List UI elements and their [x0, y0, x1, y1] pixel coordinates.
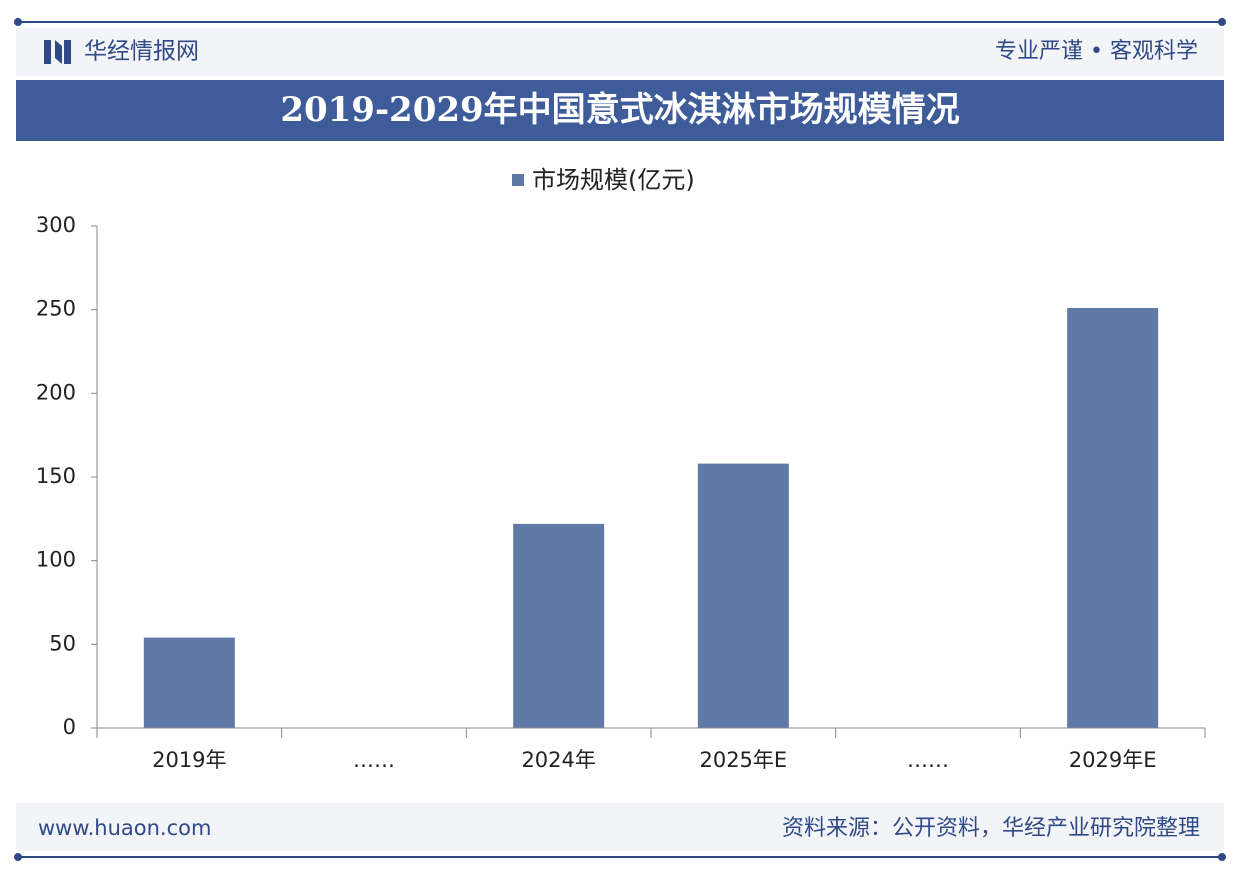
website: www.huaon.com [38, 816, 211, 840]
y-tick-label: 300 [36, 213, 76, 237]
x-tick-label: 2019年 [152, 748, 226, 772]
x-tick-label: 2024年 [521, 748, 595, 772]
title-bar [16, 80, 1224, 141]
header-band [16, 28, 1224, 76]
rule-dot [14, 18, 22, 26]
rule-dot [1218, 18, 1226, 26]
x-tick-label: 2029年E [1069, 748, 1157, 772]
bar [513, 523, 605, 728]
source: 资料来源：公开资料，华经产业研究院整理 [782, 816, 1200, 841]
rule-dot [14, 853, 22, 861]
x-tick-label: …… [353, 748, 395, 772]
y-tick-label: 0 [63, 715, 76, 739]
y-tick-label: 50 [49, 631, 76, 655]
legend-label: 市场规模(亿元) [532, 166, 695, 194]
y-tick-label: 200 [36, 380, 76, 404]
chart-title: 2019-2029年中国意式冰淇淋市场规模情况 [280, 90, 959, 130]
brand: 华经情报网 [84, 39, 199, 65]
y-tick-label: 250 [36, 297, 76, 321]
slogan: 专业严谨 • 客观科学 [995, 39, 1198, 64]
y-tick-label: 100 [36, 548, 76, 572]
footer-band [16, 803, 1224, 851]
logo [44, 40, 71, 64]
bar [143, 637, 235, 728]
plot: 0 50 100 150 200 250 300 市场规模(亿元) 2019年 …… 2024年 20… [36, 166, 1206, 772]
x-tick-label: 2025年E [699, 748, 787, 772]
legend-swatch [512, 174, 524, 186]
y-tick-label: 150 [36, 464, 76, 488]
bar [1067, 307, 1159, 728]
x-tick-label: …… [907, 748, 949, 772]
bar [697, 463, 789, 728]
rule-dot [1218, 853, 1226, 861]
